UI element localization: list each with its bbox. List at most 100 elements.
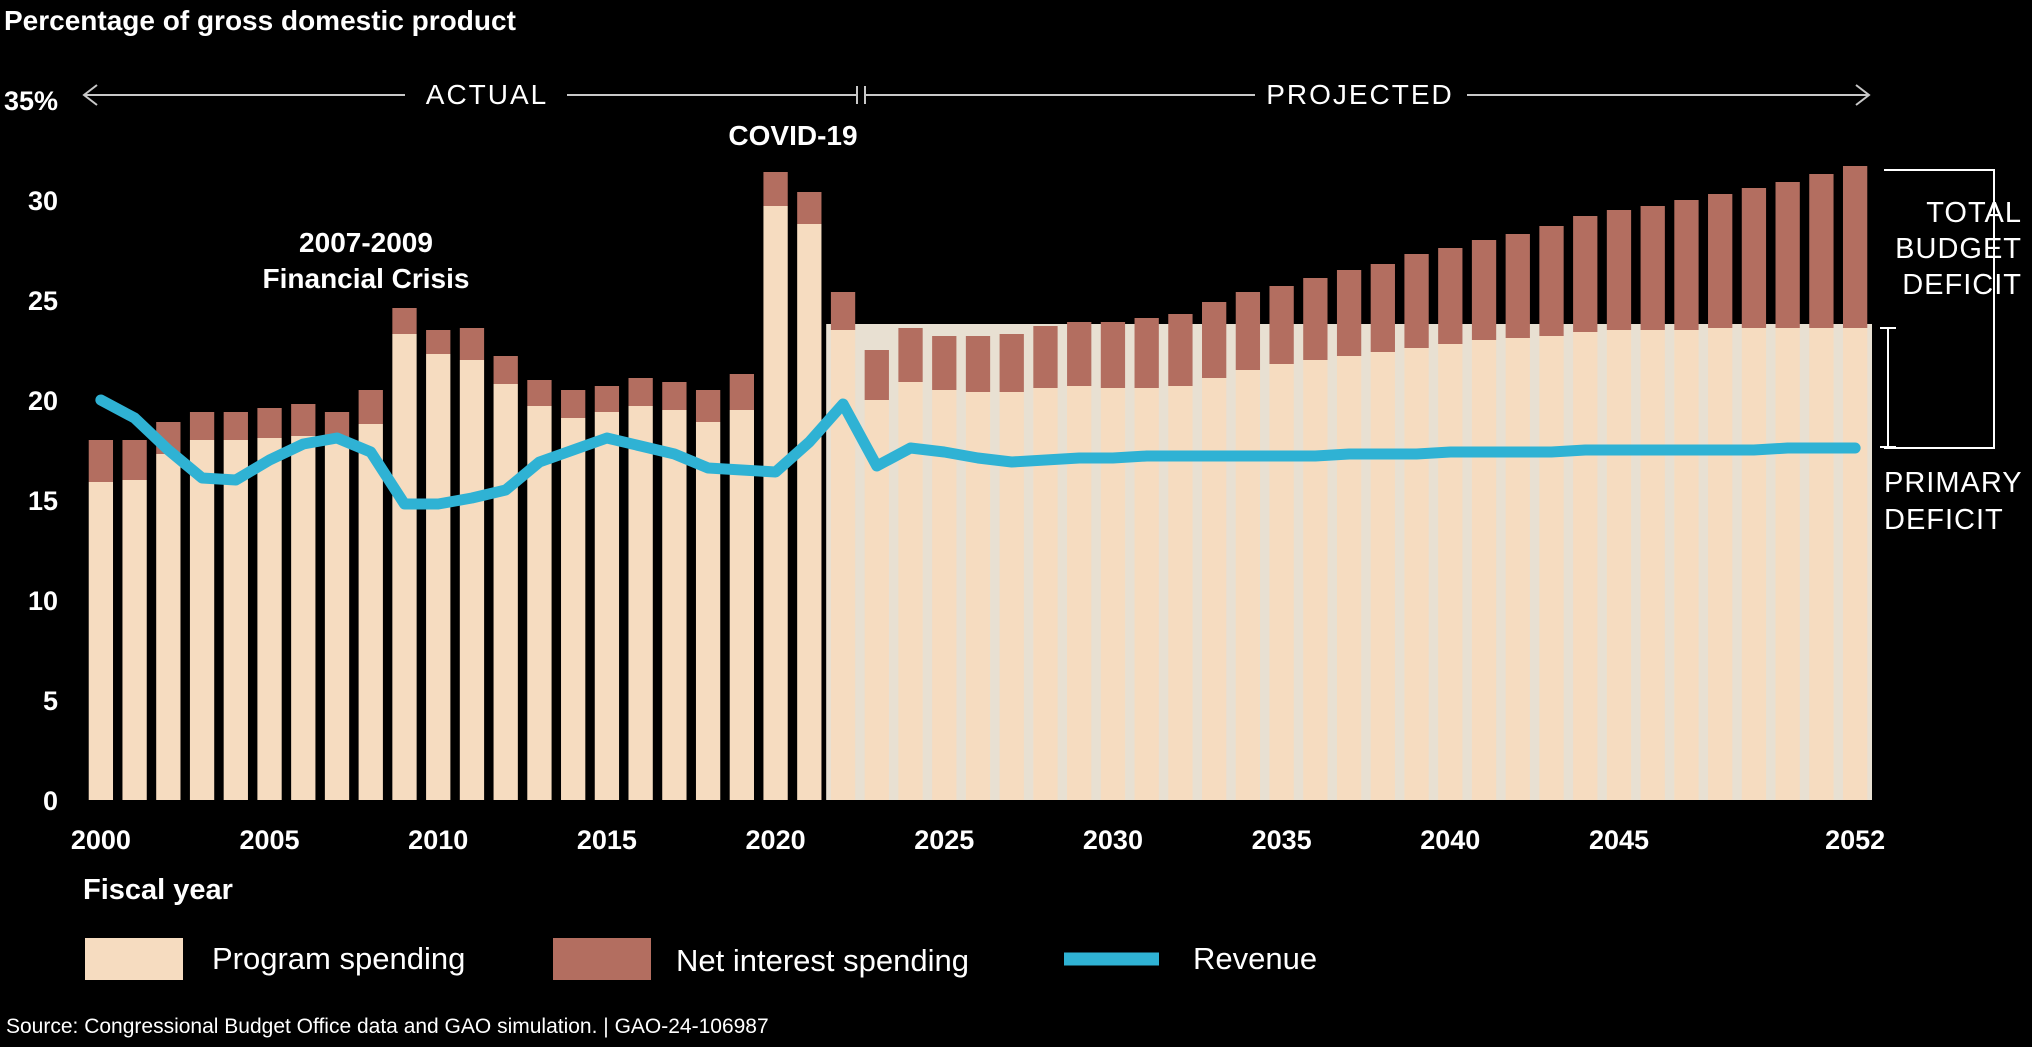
- bar-net-interest: [291, 404, 316, 436]
- bar-net-interest: [695, 390, 721, 422]
- x-axis-label: Fiscal year: [83, 874, 233, 906]
- primary-deficit-label-line2: DEFICIT: [1884, 504, 2004, 536]
- legend-label-net-interest-spending: Net interest spending: [676, 943, 969, 978]
- total-deficit-label-line3: DEFICIT: [1902, 269, 2022, 301]
- bar-program-spending: [1404, 348, 1429, 800]
- bar-net-interest: [1539, 226, 1564, 336]
- bar-net-interest: [999, 334, 1024, 392]
- x-tick-label: 2035: [1252, 825, 1312, 855]
- x-tick-label: 2052: [1825, 825, 1885, 855]
- bar-program-spending: [1269, 364, 1294, 800]
- bar-net-interest: [122, 440, 147, 480]
- actual-label: ACTUAL: [426, 79, 548, 110]
- bar-net-interest: [763, 172, 788, 206]
- primary-deficit-label-line1: PRIMARY: [1884, 467, 2023, 499]
- bar-program-spending: [88, 482, 114, 800]
- y-tick-label: 30: [28, 186, 58, 216]
- bar-net-interest: [1168, 314, 1193, 386]
- bar-program-spending: [1708, 328, 1733, 800]
- x-axis: 2000 2005 2010 2015 2020 2025 2030 2035 2040 2045…: [71, 825, 1885, 855]
- legend-label-program-spending: Program spending: [212, 941, 465, 976]
- bar-program-spending: [1809, 328, 1834, 800]
- source-note: Source: Congressional Budget Office data…: [6, 1015, 769, 1038]
- bar-net-interest: [1336, 270, 1362, 356]
- bar-net-interest: [1438, 248, 1463, 344]
- bar-net-interest: [898, 328, 923, 382]
- bar-net-interest: [1269, 286, 1294, 364]
- bar-net-interest: [662, 382, 687, 410]
- bar-program-spending: [1471, 340, 1497, 800]
- bar-program-spending: [223, 440, 248, 800]
- bar-net-interest: [1775, 182, 1800, 328]
- bar-net-interest: [830, 292, 856, 330]
- bar-program-spending: [1336, 356, 1362, 800]
- bar-program-spending: [1134, 388, 1159, 800]
- period-arrows: ACTUAL PROJECTED: [82, 79, 1871, 110]
- bar-program-spending: [426, 354, 451, 800]
- crisis-annotation-line1: 2007-2009: [299, 227, 433, 258]
- bar-program-spending: [493, 384, 518, 800]
- bar-program-spending: [1539, 336, 1564, 800]
- bar-program-spending: [1842, 328, 1868, 800]
- bar-net-interest: [189, 412, 215, 440]
- bar-net-interest: [965, 336, 991, 392]
- y-tick-label: 10: [28, 586, 58, 616]
- bar-net-interest: [493, 356, 518, 384]
- total-deficit-bracket: [1884, 169, 1995, 449]
- bar-net-interest: [561, 390, 586, 418]
- bar-program-spending: [1303, 360, 1328, 800]
- y-tick-label: 25: [28, 286, 58, 316]
- legend-label-revenue: Revenue: [1193, 941, 1317, 976]
- bar-program-spending: [662, 410, 687, 800]
- y-tick-label: 0: [43, 786, 58, 816]
- total-deficit-label-line2: BUDGET: [1895, 233, 2022, 265]
- bar-program-spending: [797, 224, 822, 800]
- bar-program-spending: [358, 424, 383, 800]
- bar-net-interest: [358, 390, 383, 424]
- bar-net-interest: [1134, 318, 1159, 388]
- bar-net-interest: [1202, 302, 1227, 378]
- y-tick-label: 15: [28, 486, 58, 516]
- total-deficit-label-line1: TOTAL: [1926, 197, 2022, 229]
- bar-net-interest: [1606, 210, 1632, 330]
- bar-program-spending: [1168, 386, 1193, 800]
- bar-program-spending: [561, 418, 586, 800]
- bar-net-interest: [223, 412, 248, 440]
- bar-program-spending: [1033, 388, 1058, 800]
- bar-program-spending: [1067, 386, 1092, 800]
- bar-program-spending: [392, 334, 417, 800]
- x-tick-label: 2045: [1589, 825, 1649, 855]
- bar-net-interest: [1100, 322, 1126, 388]
- bar-net-interest: [426, 330, 451, 354]
- bar-net-interest: [1708, 194, 1733, 328]
- bar-program-spending: [1775, 328, 1800, 800]
- bar-program-spending: [1741, 328, 1767, 800]
- bar-program-spending: [1606, 330, 1632, 800]
- bar-net-interest: [1640, 206, 1665, 330]
- revenue-line-group: [95, 394, 1861, 510]
- bar-program-spending: [1235, 370, 1261, 800]
- bar-net-interest: [932, 336, 957, 390]
- x-tick-label: 2020: [746, 825, 806, 855]
- y-tick-label: 35%: [4, 86, 58, 116]
- bar-net-interest: [459, 328, 485, 360]
- bar-program-spending: [1202, 378, 1227, 800]
- bar-net-interest: [1842, 166, 1868, 328]
- bar-net-interest: [1033, 326, 1058, 388]
- bar-program-spending: [189, 440, 215, 800]
- bar-program-spending: [999, 392, 1024, 800]
- bar-program-spending: [156, 454, 181, 800]
- bar-net-interest: [1741, 188, 1767, 328]
- bar-net-interest: [729, 374, 754, 410]
- bar-net-interest: [88, 440, 114, 482]
- crisis-annotation-line2: Financial Crisis: [263, 263, 470, 294]
- legend: Program spending Net interest spending R…: [85, 938, 1317, 980]
- bar-program-spending: [1505, 338, 1530, 800]
- bar-net-interest: [594, 386, 620, 412]
- bar-net-interest: [864, 350, 889, 400]
- bar-program-spending: [1100, 388, 1126, 800]
- bar-net-interest: [1573, 216, 1598, 332]
- legend-swatch-net-interest-spending: [553, 938, 651, 980]
- bar-program-spending: [122, 480, 147, 800]
